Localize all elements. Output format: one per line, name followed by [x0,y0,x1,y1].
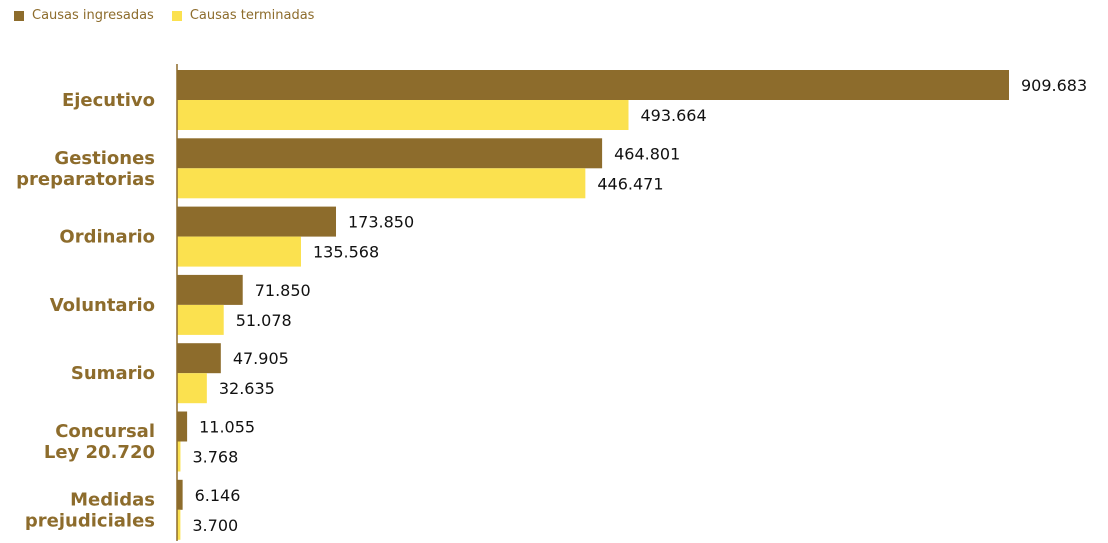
bar-terminadas [177,168,586,199]
category-label: Gestiones [54,148,155,169]
value-label-terminadas: 135.568 [313,243,379,262]
bar-terminadas [177,100,629,130]
bar-terminadas [177,373,207,404]
bar-ingresadas [177,206,337,237]
bar-ingresadas [177,479,183,510]
category-label: Voluntario [50,295,155,316]
bar-ingresadas [177,70,1009,100]
legend-item-terminadas: Causas terminadas [171,8,315,23]
category-label: Ley 20.720 [44,442,155,463]
legend-swatch-terminadas [171,10,182,21]
category-label: Medidas [70,489,155,510]
value-label-terminadas: 3.700 [192,516,238,535]
bar-terminadas [177,304,224,335]
chart-legend: Causas ingresadas Causas terminadas [14,8,332,23]
legend-swatch-ingresadas [14,10,24,21]
value-label-terminadas: 32.635 [219,379,275,398]
bar-ingresadas [177,274,243,305]
category-label: Sumario [71,363,155,384]
bar-ingresadas [177,411,188,442]
bar-terminadas [177,236,301,267]
category-label: preparatorias [16,169,155,190]
value-label-ingresadas: 71.850 [255,281,311,300]
bar-ingresadas [177,343,221,374]
bar-terminadas [177,441,181,472]
category-label: prejudiciales [25,510,155,531]
legend-item-ingresadas: Causas ingresadas [14,8,154,23]
category-label: Ejecutivo [62,90,155,111]
value-label-terminadas: 51.078 [236,311,292,330]
legend-label-ingresadas: Causas ingresadas [32,8,154,23]
bar-ingresadas [177,138,603,169]
value-label-ingresadas: 909.683 [1021,76,1087,95]
value-label-terminadas: 446.471 [597,174,663,193]
category-label: Ordinario [59,227,155,248]
legend-label-terminadas: Causas terminadas [189,8,315,23]
category-label: Concursal [55,421,155,442]
value-label-ingresadas: 173.850 [348,213,414,232]
value-label-terminadas: 3.768 [192,448,238,467]
value-label-ingresadas: 11.055 [199,418,255,437]
value-label-terminadas: 493.664 [641,106,707,125]
value-label-ingresadas: 6.146 [195,486,241,505]
value-label-ingresadas: 47.905 [233,349,289,368]
value-label-ingresadas: 464.801 [614,144,680,163]
bar-terminadas [177,509,181,540]
